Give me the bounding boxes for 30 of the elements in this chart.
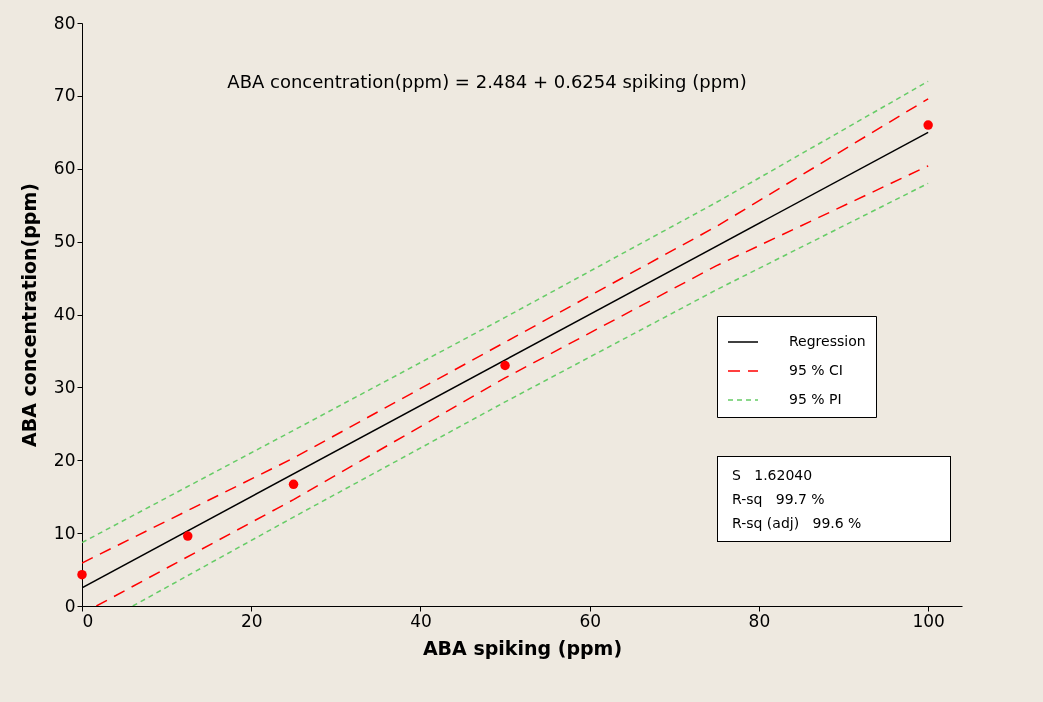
point: [923, 120, 933, 130]
y-tick-label: 10: [53, 522, 76, 543]
annotation: R-sq 99.7 %: [732, 490, 826, 509]
y-tick-label: 30: [53, 376, 76, 397]
annotation: R-sq (adj) 99.6 %: [732, 514, 863, 533]
x-tick-label: 60: [579, 610, 602, 631]
y-tick-label: 0: [64, 595, 76, 616]
y-tick-label: 80: [53, 12, 76, 33]
x-tick-label: 40: [410, 610, 432, 631]
x-tick-label: 20: [240, 610, 263, 631]
y-tick-label: 60: [53, 158, 76, 179]
y-tick-label: 20: [53, 449, 76, 470]
x-tick-label: 0: [82, 610, 94, 631]
annotation: ABA concentration(ppm) = 2.484 + 0.6254 spiking (ppm): [227, 71, 747, 92]
y-axis-title: ABA concentration(ppm): [17, 183, 40, 447]
x-tick-label: 80: [748, 610, 771, 631]
stats-box: S 1.62040 R-sq 99.7 % R-sq (adj) 99.6 %: [717, 456, 951, 542]
point: [500, 360, 510, 371]
x-axis-title: ABA spiking (ppm): [422, 636, 623, 659]
point: [183, 531, 193, 541]
y-tick-label: 50: [53, 231, 76, 252]
annotation: S 1.62040: [732, 466, 814, 485]
legend-label: 95 % PI: [789, 391, 842, 407]
legend-label: Regression: [789, 333, 866, 349]
point: [77, 569, 87, 580]
y-tick-label: 70: [53, 85, 76, 106]
point: [288, 479, 299, 490]
y-tick-label: 40: [53, 304, 76, 324]
legend-label: 95 % CI: [789, 362, 843, 378]
x-tick-label: 100: [912, 610, 945, 631]
